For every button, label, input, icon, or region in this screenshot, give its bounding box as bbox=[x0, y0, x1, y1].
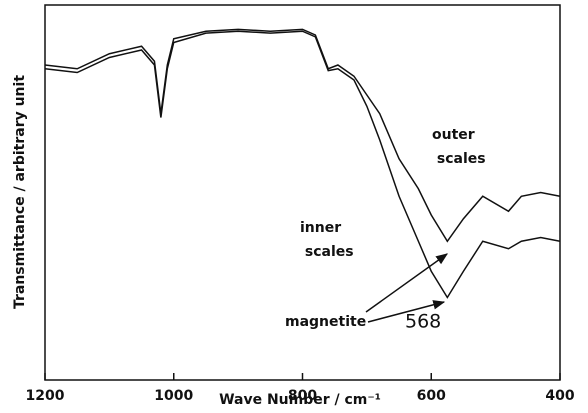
arrow bbox=[367, 300, 446, 323]
annotation: 568 bbox=[405, 311, 441, 333]
line-series bbox=[44, 30, 561, 299]
x-tick-label: 400 bbox=[545, 388, 574, 404]
series-label: inner scales bbox=[300, 220, 354, 260]
x-tick-label: 800 bbox=[288, 388, 317, 404]
annotation: magnetite bbox=[285, 314, 366, 330]
x-tick-label: 600 bbox=[417, 388, 446, 404]
x-tick-label: 1200 bbox=[26, 388, 65, 404]
line-series bbox=[44, 28, 561, 243]
x-tick-label: 1000 bbox=[154, 388, 193, 404]
series-label: outer scales bbox=[432, 127, 486, 167]
x-axis-label: Wave Number / cm⁻¹ bbox=[219, 392, 381, 408]
y-axis-label: Transmittance / arbitrary unit bbox=[12, 75, 28, 309]
arrow bbox=[365, 253, 448, 313]
